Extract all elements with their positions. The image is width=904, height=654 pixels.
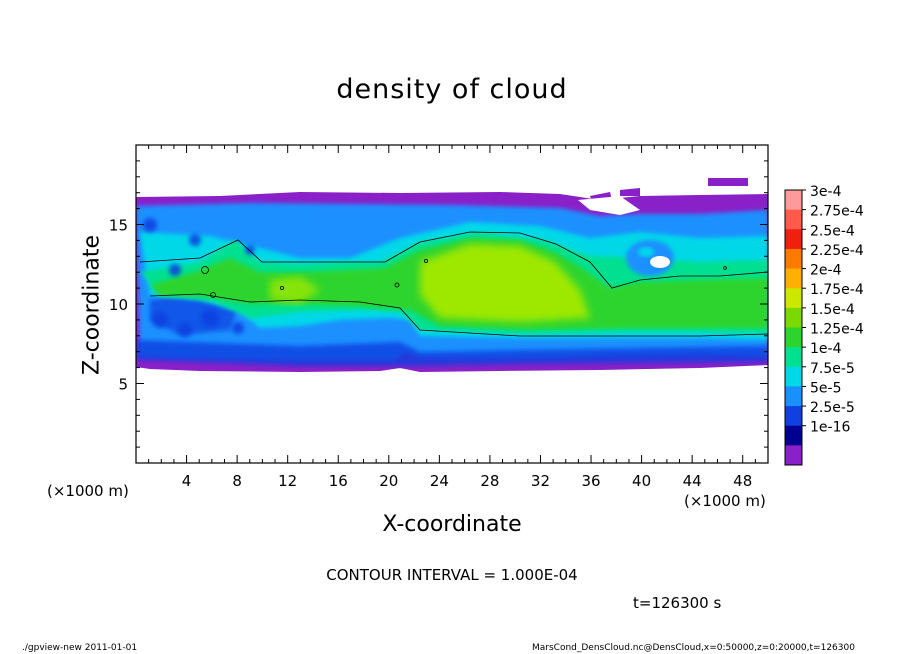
colorbar-label: 1.75e-4 xyxy=(810,282,864,298)
x-tick-label: 8 xyxy=(232,472,242,490)
footer-left: ./gpview-new 2011-01-01 xyxy=(22,643,138,653)
x-unit-left: (×1000 m) xyxy=(47,482,129,500)
colorbar-swatch xyxy=(785,190,802,211)
band-yellowgreen xyxy=(420,244,590,322)
x-axis-title: X-coordinate xyxy=(382,512,522,537)
x-tick-label: 4 xyxy=(182,472,192,490)
colorbar-label: 1.5e-4 xyxy=(810,302,855,318)
y-axis-title: Z-coordinate xyxy=(79,235,105,375)
x-axis: 4 8 12 16 20 24 28 32 36 40 44 48 xyxy=(148,145,756,490)
band-yellowgreen xyxy=(270,276,320,304)
y-tick-label: 10 xyxy=(109,296,128,314)
colorbar-label: 7.5e-5 xyxy=(810,361,855,377)
colorbar-label: 2.5e-5 xyxy=(810,400,855,416)
colorbar-label: 2.25e-4 xyxy=(810,243,864,259)
band-darkblue xyxy=(136,340,768,366)
cloud-blob xyxy=(708,178,748,186)
colorbar-swatch xyxy=(785,268,802,289)
colorbar-swatch xyxy=(785,366,802,387)
colorbar-swatch xyxy=(785,347,802,368)
x-tick-label: 12 xyxy=(278,472,297,490)
x-tick-label: 20 xyxy=(379,472,398,490)
x-unit-right: (×1000 m) xyxy=(684,492,766,510)
vortex xyxy=(626,240,674,276)
colorbar-label: 2.75e-4 xyxy=(810,204,864,220)
colorbar-label: 1.25e-4 xyxy=(810,322,864,338)
x-tick-label: 44 xyxy=(683,472,702,490)
x-tick-label: 16 xyxy=(329,472,348,490)
y-tick-label: 15 xyxy=(109,217,128,235)
colorbar-swatch xyxy=(785,229,802,250)
colorbar-label: 5e-5 xyxy=(810,380,841,396)
x-tick-label: 32 xyxy=(531,472,550,490)
contour-interval: CONTOUR INTERVAL = 1.000E-04 xyxy=(326,566,578,584)
x-tick-label: 48 xyxy=(733,472,752,490)
contour-lines xyxy=(139,231,768,337)
left-gaps xyxy=(143,218,255,337)
colorbar-label: 3e-4 xyxy=(810,184,842,200)
colorbar: 3e-4 2.75e-4 2.5e-4 2.25e-4 2e-4 1.75e-4 1.5e-… xyxy=(784,184,864,466)
colorbar-swatch xyxy=(785,209,802,230)
colorbar-label: 1e-16 xyxy=(810,420,850,436)
chart-title: density of cloud xyxy=(336,74,568,105)
x-tick-label: 36 xyxy=(581,472,600,490)
colorbar-swatch xyxy=(785,386,802,407)
footer-right: MarsCond_DensCloud.nc@DensCloud,x=0:5000… xyxy=(532,643,855,653)
colorbar-swatch xyxy=(785,425,802,446)
colorbar-label: 1e-4 xyxy=(810,341,842,357)
time-label: t=126300 s xyxy=(633,594,722,612)
colorbar-label: 2.5e-4 xyxy=(810,223,855,239)
heatmap-field xyxy=(136,178,768,372)
colorbar-swatch xyxy=(785,406,802,427)
y-tick-label: 5 xyxy=(118,376,128,394)
cloud-blob xyxy=(620,188,640,196)
colorbar-swatch xyxy=(785,288,802,309)
x-tick-label: 28 xyxy=(480,472,499,490)
colorbar-label: 2e-4 xyxy=(810,263,842,279)
colorbar-swatch xyxy=(785,307,802,328)
cloud-notch xyxy=(578,196,640,215)
colorbar-swatch xyxy=(785,445,802,466)
colorbar-swatch xyxy=(785,248,802,270)
x-tick-label: 40 xyxy=(632,472,651,490)
colorbar-swatch xyxy=(785,327,802,348)
y-axis: 5 10 15 xyxy=(109,160,768,448)
x-tick-label: 24 xyxy=(430,472,449,490)
